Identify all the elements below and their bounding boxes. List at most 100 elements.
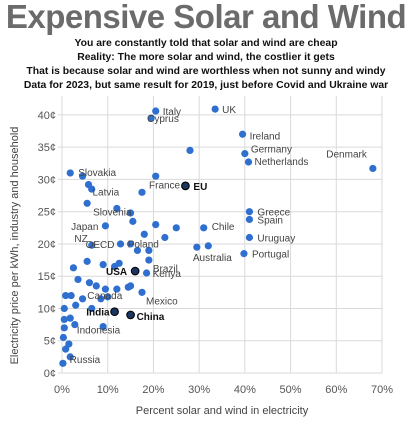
data-point [74,275,82,284]
grid-lines [58,96,383,374]
point-label: Slovenia [93,207,132,218]
data-point [60,304,68,313]
data-point [66,169,74,177]
subtitle-line-4: Data for 2023, but same result for 2019,… [23,80,389,91]
y-tick-label: 25¢ [38,207,56,219]
point-label: NZ [74,234,87,245]
point-label: Portugal [252,250,289,261]
data-point [126,209,135,217]
point-label: Russia [70,355,101,366]
data-point [245,233,254,242]
y-tick-label: 0¢ [44,368,56,380]
data-point [66,314,74,322]
data-point [200,224,208,232]
x-tick-label: 40% [234,384,256,396]
x-tick-label: 60% [325,384,347,396]
point-label: Canada [87,291,122,302]
data-point [104,293,112,301]
point-label: OECD [86,240,115,251]
data-point [69,264,78,272]
data-point [161,233,169,242]
chart-title: Expensive Solar and Wind [5,0,407,35]
data-point [140,230,148,238]
x-tick-label: 10% [97,384,119,396]
point-label: India [86,308,110,319]
data-point [186,146,194,154]
data-point [116,240,125,248]
data-point [62,345,70,353]
data-point [85,279,94,287]
highlighted-data-point [110,307,119,317]
point-label: Chile [212,222,235,233]
y-axis-title: Electricity price per kWh, industry and … [9,127,21,365]
data-point [60,324,68,332]
point-label: Brazil [153,264,178,275]
point-label: France [149,180,181,191]
highlighted-data-point [130,266,140,276]
data-point [211,105,219,113]
data-point [133,246,142,255]
subtitle-line-2: Reality: The more solar and wind, the co… [77,52,335,63]
y-tick-label: 40¢ [38,110,56,122]
data-point [78,295,87,303]
data-point [59,333,67,342]
data-point [101,222,110,230]
x-tick-label: 50% [280,384,302,396]
point-label: China [137,312,165,323]
data-point [92,282,100,290]
point-label: Greece [257,208,290,219]
data-point [99,261,107,269]
point-label: Uruguay [257,234,295,245]
point-label: UK [222,105,236,116]
data-point [65,340,73,348]
data-point [71,321,79,329]
data-point [152,107,160,115]
data-point [172,224,180,232]
data-point [67,291,75,300]
point-label: EU [193,182,207,193]
data-point [145,256,153,264]
point-label: Spain [257,215,283,226]
point-label: Australia [193,253,232,264]
data-point [152,220,160,229]
data-point [204,242,212,250]
y-tick-label: 35¢ [38,142,56,154]
point-label: Ireland [250,131,281,142]
data-point [97,295,105,303]
y-tick-label: 20¢ [38,239,56,251]
y-tick-label: 15¢ [38,271,56,283]
data-point [59,359,67,367]
data-point [369,164,377,173]
point-label: Slovakia [78,168,116,179]
data-point [83,257,91,265]
data-point [101,285,110,293]
x-axis-title: Percent solar and wind in electricity [136,405,309,417]
x-tick-label: 30% [188,384,210,396]
data-point [241,150,249,158]
data-point [193,243,201,251]
point-label: Denmark [326,149,368,160]
highlighted-data-point [126,310,135,320]
data-point [152,172,160,180]
data-point [99,322,107,331]
data-point [113,204,121,213]
x-tick-label: 20% [142,384,164,396]
y-tick-label: 5¢ [44,336,56,348]
data-point [238,130,247,138]
axis-ticks: 0¢ 5¢ 10¢ 15¢ 20¢ 25¢ 30¢ 35¢ 40¢ 0% 10% 20% 30% 40% 5… [38,110,394,396]
point-label: Netherlands [255,157,309,168]
highlighted-data-point [181,181,190,191]
point-label: USA [106,267,127,278]
data-point [60,315,68,324]
point-label: Kenya [153,269,182,280]
point-label: Latvia [93,188,120,199]
data-point [113,285,121,293]
x-tick-label: 0% [54,384,70,396]
x-tick-label: 70% [371,384,393,396]
data-point [129,217,137,225]
data-point [245,208,254,216]
data-point [245,215,254,224]
data-point [142,269,151,277]
data-point [244,158,253,166]
